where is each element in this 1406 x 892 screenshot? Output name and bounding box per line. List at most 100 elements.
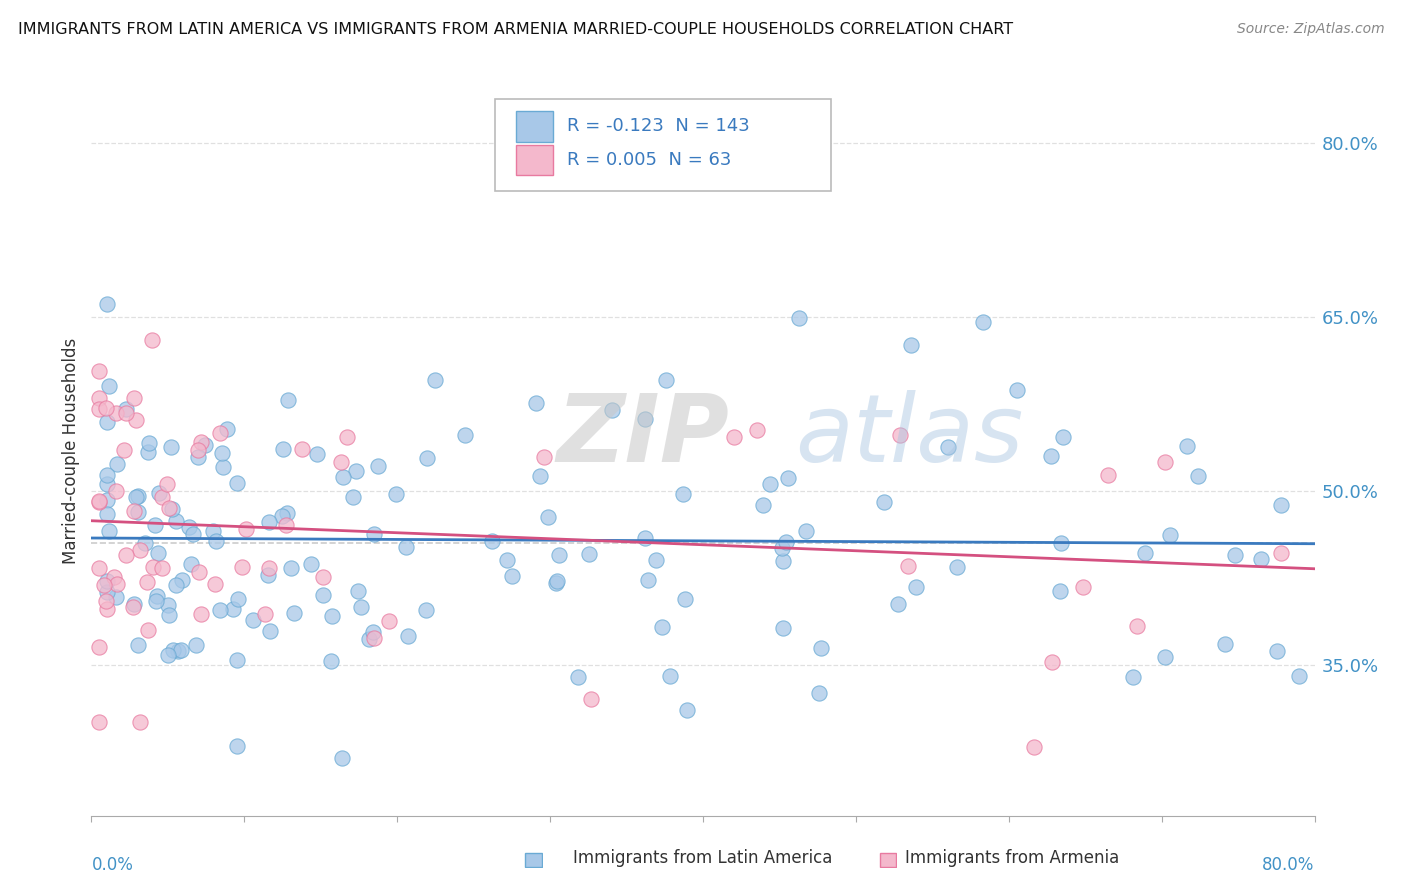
Point (936, 440, 959, 454)
Text: R = 0.005  N = 63: R = 0.005 N = 63 (567, 151, 731, 169)
FancyBboxPatch shape (516, 145, 553, 176)
Point (177, 520, 200, 534)
Point (105, 576, 128, 591)
Point (87, 364, 110, 378)
Point (1223, 548, 1246, 562)
Point (330, 751, 353, 765)
Text: R = -0.123  N = 143: R = -0.123 N = 143 (567, 118, 749, 136)
Point (103, 570, 125, 584)
Point (222, 602, 245, 616)
Point (454, 427, 477, 442)
Point (87, 640, 110, 654)
Point (209, 603, 232, 617)
Point (143, 517, 166, 532)
Point (1052, 430, 1074, 444)
Point (115, 406, 138, 420)
Point (1039, 449, 1062, 463)
Point (342, 491, 364, 505)
Point (105, 457, 128, 471)
Point (96, 467, 118, 482)
Point (87, 392, 110, 406)
Point (259, 624, 281, 639)
Point (972, 315, 994, 329)
Point (787, 310, 810, 325)
Point (1049, 583, 1071, 598)
Point (136, 623, 159, 637)
Point (209, 426, 232, 441)
Point (533, 450, 555, 464)
Point (723, 429, 745, 443)
Point (205, 533, 228, 548)
Point (312, 588, 335, 602)
Point (97, 524, 120, 539)
Point (138, 436, 160, 450)
Point (1126, 619, 1149, 633)
Point (946, 559, 969, 574)
Point (547, 549, 569, 563)
Point (329, 455, 352, 469)
Point (291, 442, 314, 457)
Point (537, 509, 560, 524)
Point (276, 517, 298, 532)
Point (231, 559, 253, 574)
Point (305, 448, 328, 462)
Text: Source: ZipAtlas.com: Source: ZipAtlas.com (1237, 22, 1385, 37)
Point (226, 652, 249, 666)
Point (794, 524, 817, 538)
Point (257, 515, 280, 529)
Point (112, 442, 135, 457)
Point (93, 577, 115, 591)
Point (1071, 580, 1094, 594)
Point (257, 561, 280, 575)
Point (772, 621, 794, 635)
Point (357, 632, 380, 646)
Point (277, 393, 299, 408)
FancyBboxPatch shape (495, 99, 831, 191)
Point (190, 435, 212, 450)
Point (235, 522, 257, 536)
Point (600, 402, 623, 417)
Point (1135, 546, 1157, 560)
Point (187, 450, 209, 464)
Point (226, 592, 249, 607)
Point (655, 372, 678, 386)
Point (87, 401, 110, 416)
Point (1122, 670, 1144, 684)
Point (546, 574, 568, 589)
Point (166, 578, 188, 592)
Point (1215, 637, 1237, 651)
Point (1153, 455, 1175, 469)
Point (145, 594, 167, 608)
Point (1265, 644, 1288, 658)
Point (1040, 655, 1063, 669)
Point (129, 714, 152, 729)
Point (900, 338, 922, 352)
Point (271, 442, 294, 456)
Point (495, 553, 517, 567)
Point (772, 554, 794, 568)
Point (578, 547, 600, 561)
Text: Immigrants from Latin America: Immigrants from Latin America (574, 849, 832, 867)
Point (156, 598, 179, 612)
Point (87, 493, 110, 508)
Point (1097, 468, 1119, 483)
Point (125, 490, 148, 504)
Point (416, 450, 439, 465)
Point (363, 527, 385, 541)
Text: Immigrants from Armenia: Immigrants from Armenia (905, 849, 1119, 867)
Text: IMMIGRANTS FROM LATIN AMERICA VS IMMIGRANTS FROM ARMENIA MARRIED-COUPLE HOUSEHOL: IMMIGRANTS FROM LATIN AMERICA VS IMMIGRA… (18, 22, 1014, 37)
Point (256, 568, 278, 582)
Point (157, 648, 180, 662)
Point (395, 541, 418, 555)
Point (645, 553, 668, 567)
Point (105, 483, 128, 498)
Point (96, 476, 118, 491)
Point (105, 591, 128, 605)
Point (96, 602, 118, 616)
Point (673, 591, 696, 606)
Point (170, 643, 193, 657)
Point (96, 415, 118, 429)
Point (226, 475, 249, 490)
Point (187, 443, 209, 458)
Point (127, 638, 149, 652)
